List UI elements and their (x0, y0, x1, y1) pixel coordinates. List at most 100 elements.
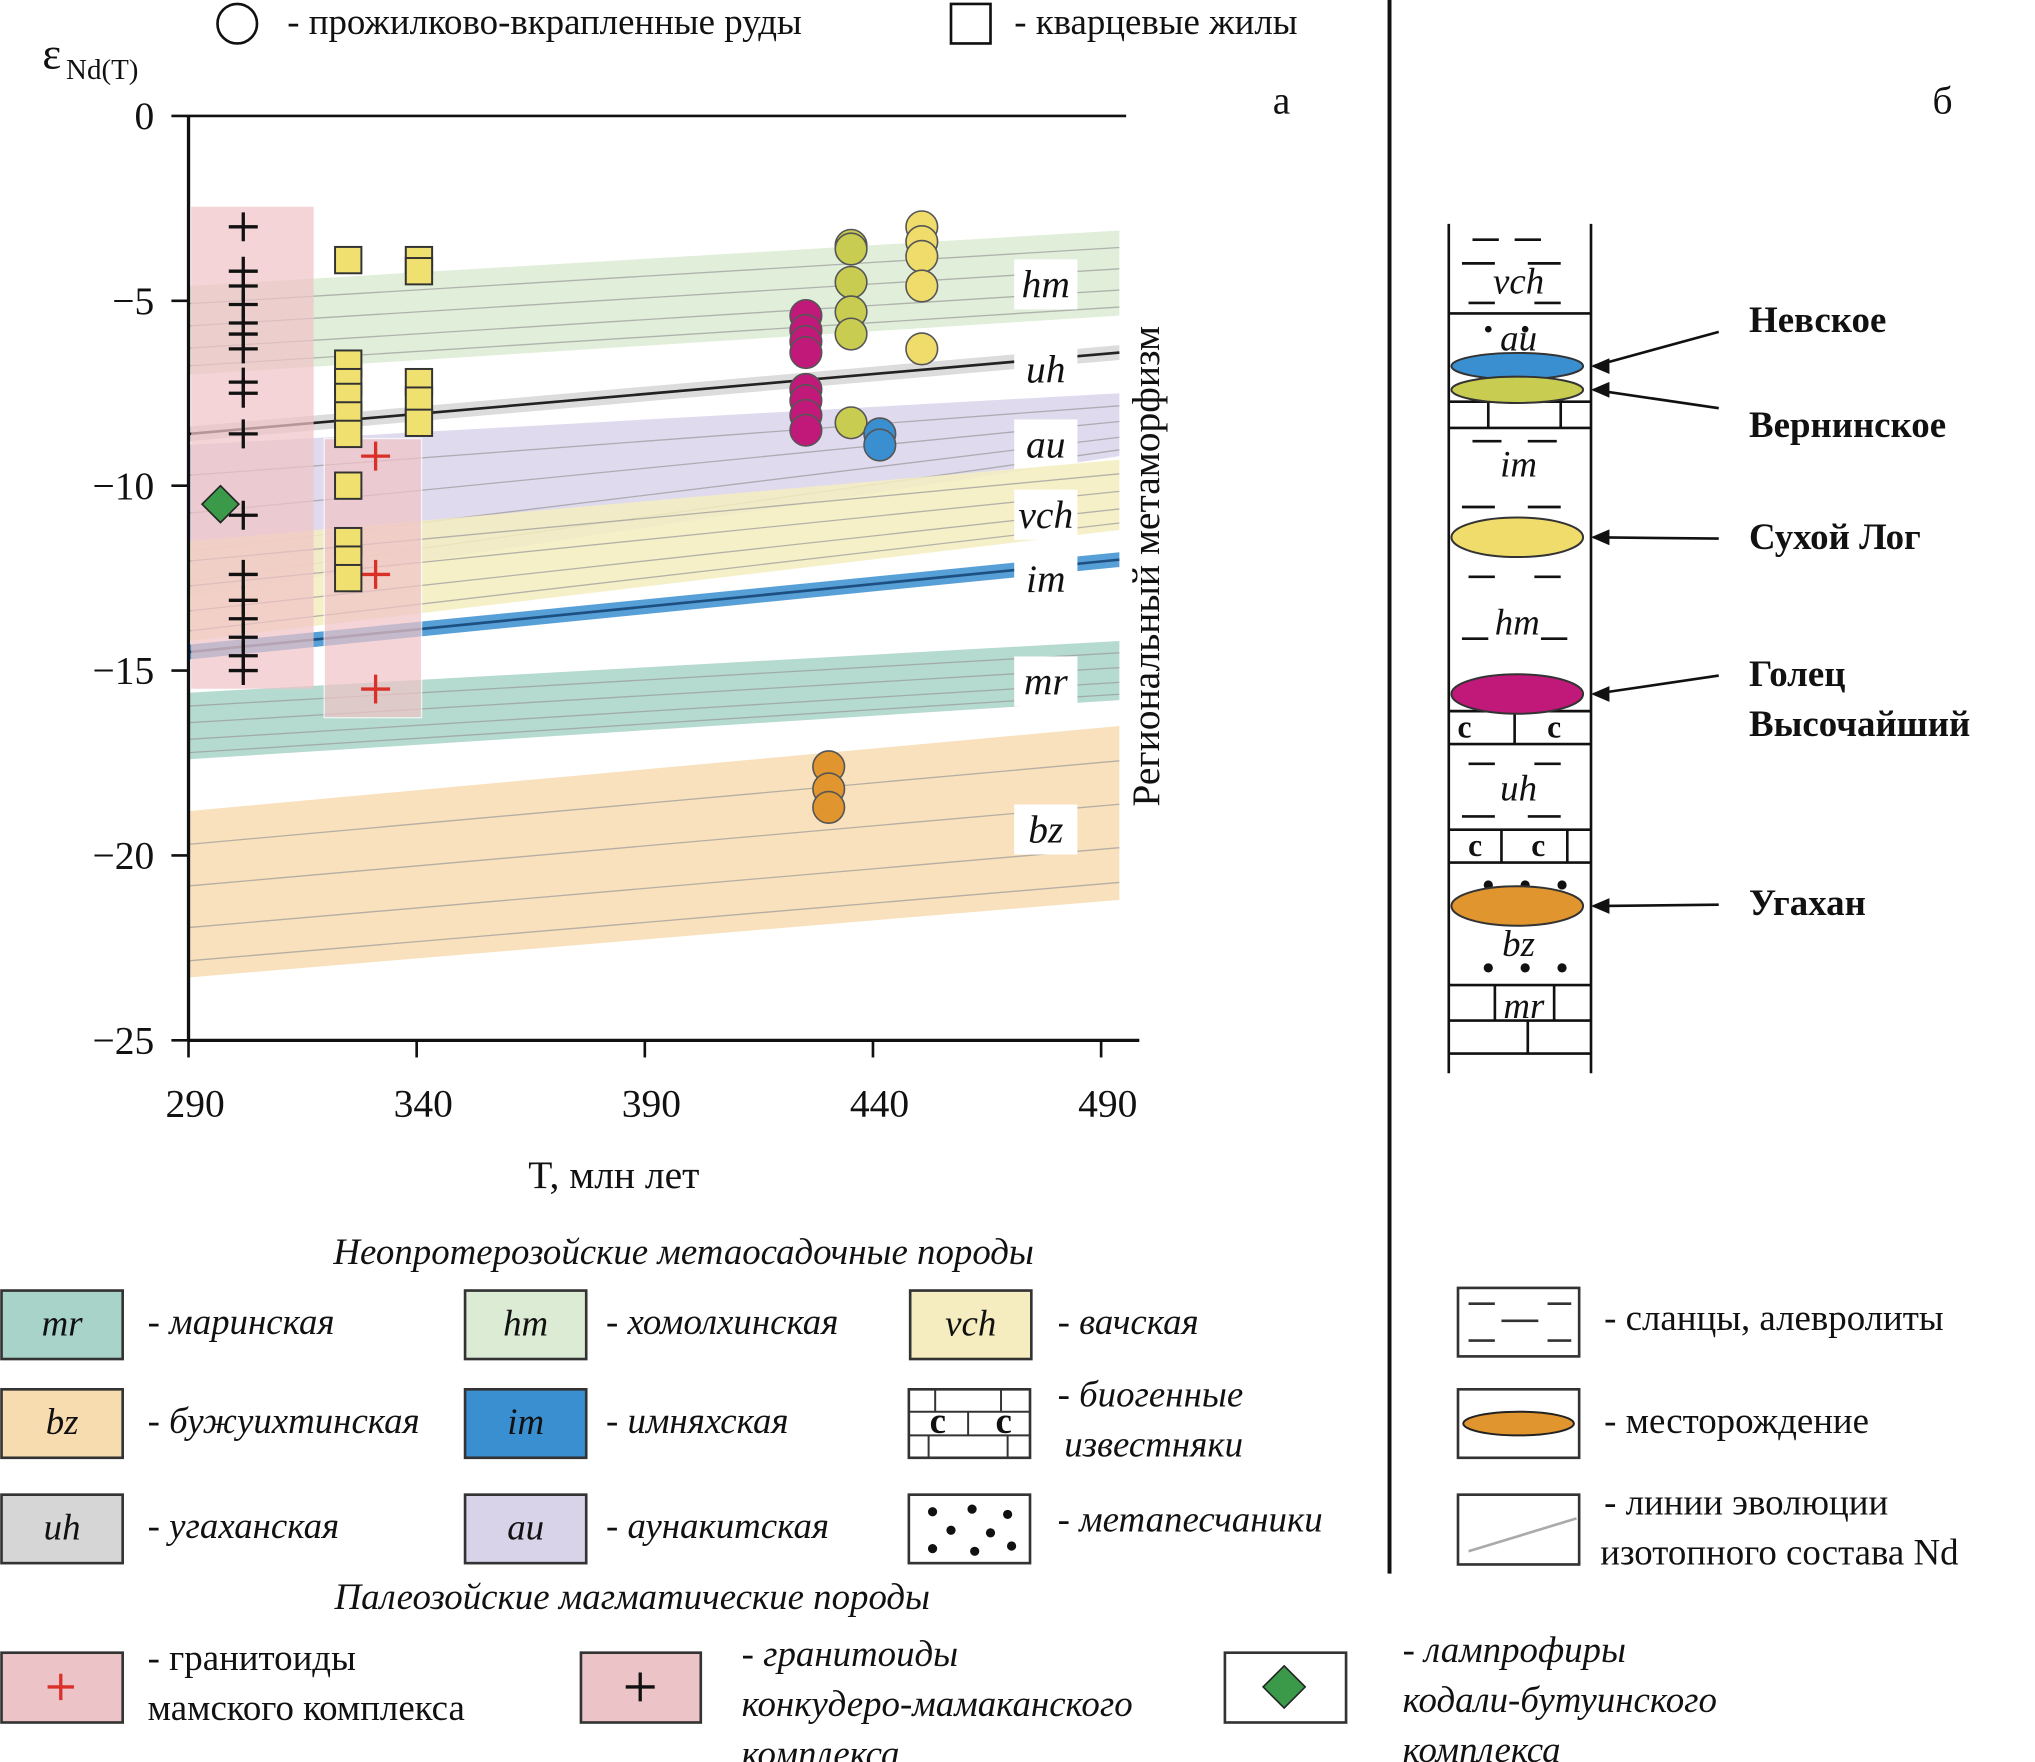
x-tick-label: 340 (394, 1082, 453, 1126)
deposit (1450, 673, 1585, 715)
sand-dot (985, 1528, 996, 1538)
deposit-icon (1462, 1410, 1575, 1437)
arrow-head (1591, 898, 1610, 914)
unit-label: mr (1503, 985, 1545, 1026)
deposit-label: Невское (1749, 299, 1886, 340)
plus (47, 1673, 74, 1701)
panel-label: б (1933, 78, 1953, 122)
unit-label: vch (1493, 261, 1544, 302)
evolution-line (188, 693, 1120, 754)
legend-text: конкудеро-мамаканского (742, 1683, 1133, 1724)
arrow (1593, 388, 1719, 410)
dashes (1468, 1302, 1572, 1342)
legend-text: с (930, 1400, 946, 1441)
legend-text: - гранитоиды (148, 1637, 356, 1678)
ore-point (905, 239, 939, 273)
granitoid-point (228, 656, 258, 686)
band-label: uh (1026, 347, 1066, 391)
legend-swatch (0, 1493, 124, 1565)
vein-point (334, 245, 363, 275)
arrow (1593, 674, 1719, 696)
legend-text: - угаханская (148, 1505, 340, 1546)
band-label-box (1014, 804, 1078, 855)
band-label: bz (1028, 808, 1063, 852)
annotation: Региональный метаморфизм (1124, 326, 1168, 807)
sand-dot (967, 1504, 977, 1514)
granitoid-field (191, 206, 314, 689)
evolution-icon (1468, 1517, 1577, 1553)
legend-text: - линии эволюции (1604, 1481, 1888, 1522)
x-tick-label: 490 (1078, 1082, 1137, 1126)
unit-label: uh (1500, 768, 1537, 809)
y-tick-label: 0 (135, 94, 155, 138)
band-label: vch (1018, 493, 1073, 537)
legend-square (949, 2, 992, 45)
band-label-box (1014, 259, 1078, 310)
evolution-line (188, 803, 1120, 887)
x-tick-label: 440 (850, 1082, 909, 1126)
deposit-label: Высочайший (1749, 703, 1970, 744)
y-tick-label: −15 (92, 649, 154, 693)
unit-label: im (1500, 444, 1537, 485)
deposit-label: Вернинское (1749, 404, 1946, 445)
legend-text: - вачская (1058, 1301, 1199, 1342)
legend-text: - имняхская (606, 1400, 789, 1441)
y-tick-label: −10 (92, 464, 154, 508)
sand-dot (927, 1507, 938, 1517)
legend-text: - месторождение (1604, 1400, 1869, 1441)
legend-text: - лампрофиры (1403, 1629, 1626, 1670)
sand-dot (1006, 1541, 1017, 1551)
evolution-line (188, 881, 1120, 962)
legend-text: - бужуихтинская (148, 1400, 420, 1441)
arrow-head (1591, 529, 1610, 546)
band (188, 726, 1120, 978)
band (188, 640, 1120, 760)
unit-label: bz (1502, 923, 1535, 964)
column (1447, 223, 1593, 1074)
y-label: ε (42, 28, 61, 78)
arrow (1593, 903, 1719, 908)
plus (625, 1672, 655, 1702)
ore-point (789, 335, 823, 370)
diamond (1261, 1664, 1307, 1710)
deposit (1450, 351, 1585, 381)
ore-point (834, 232, 868, 266)
arrow (1593, 535, 1719, 540)
evolution-line (188, 681, 1120, 740)
deposit (1450, 516, 1585, 559)
y-label-subscript: Nd(T) (66, 54, 138, 86)
ore-point (789, 413, 823, 447)
vein-point (334, 563, 363, 593)
legend-text: - хомолхинская (606, 1301, 838, 1342)
legend-text: Неопротерозойские метаосадочные породы (332, 1231, 1033, 1272)
evolution-line (188, 246, 1120, 305)
legend-swatch (907, 1493, 1032, 1565)
ore-point (812, 790, 846, 824)
band-label-box (1014, 553, 1078, 604)
legend-swatch (463, 1289, 588, 1361)
panel-label: а (1273, 78, 1291, 122)
legend-text: комплекса (1403, 1729, 1561, 1762)
limestone-mark: с (1547, 709, 1561, 744)
granitoid-point (361, 674, 391, 704)
lamprophyre-point (200, 484, 241, 524)
legend-text: vch (945, 1302, 996, 1343)
unit-label: au (1500, 317, 1537, 358)
sand-dots (1483, 325, 1567, 973)
deposit-label: Сухой Лог (1749, 516, 1921, 557)
column-text: vch au im hm uh bz mr с с с с Невское Вернинское Сухо… (1450, 261, 1970, 1026)
limestone-mark: с (1458, 709, 1472, 744)
evolution-line (188, 289, 1120, 349)
legend-swatch (0, 1289, 124, 1361)
x-label: T, млн лет (528, 1153, 699, 1197)
x-tick-label: 290 (165, 1082, 224, 1126)
granitoid-point (228, 378, 258, 408)
evolution-line (188, 268, 1120, 327)
granitoid-point (228, 419, 258, 449)
sand-dot (970, 1546, 980, 1556)
legend-text: - метапесчаники (1058, 1499, 1323, 1540)
legend-circle (216, 2, 259, 45)
legend-text: au (507, 1506, 544, 1547)
